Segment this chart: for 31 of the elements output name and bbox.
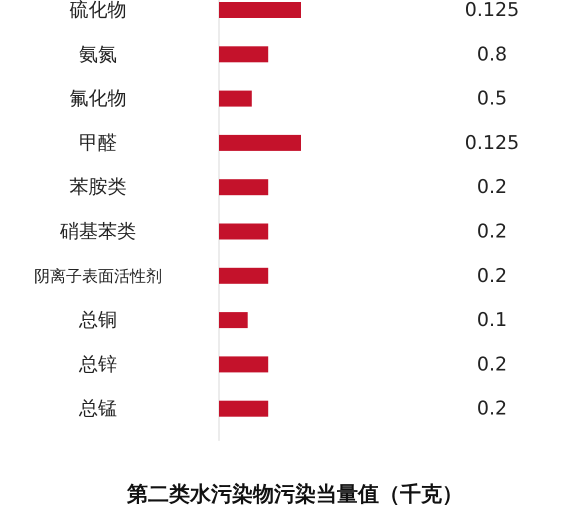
y-tick-label: 硫化物 [70, 0, 126, 21]
text: 0.125 [464, 132, 520, 154]
text: 0.8 [476, 43, 508, 66]
y-tick-label: 总锰 [78, 398, 117, 420]
text: 0.125 [464, 0, 520, 21]
y-tick-label: 总锌 [78, 353, 117, 376]
bar [219, 2, 301, 18]
text: 0.2 [476, 398, 508, 420]
bar [219, 312, 248, 328]
y-tick-label: 苯胺类 [70, 176, 126, 198]
y-tick-label: 氨氮 [79, 43, 117, 66]
bar [219, 134, 301, 151]
bar [219, 90, 252, 107]
bar [219, 179, 268, 196]
y-tick-label: 氟化物 [70, 88, 126, 110]
y-tick-label: 阴离子表面活性剂 [34, 266, 162, 286]
bar [219, 268, 268, 284]
text: 0.2 [476, 353, 508, 376]
bar [219, 46, 268, 62]
text: 0.1 [476, 309, 508, 332]
y-tick-label: 总铜 [78, 309, 117, 332]
y-tick-label: 硝基苯类 [59, 220, 136, 242]
text: 0.2 [476, 220, 508, 242]
text: 0.2 [476, 176, 508, 198]
text: 第二类水污染物污染当量值（千克） [126, 482, 463, 506]
bar [219, 356, 268, 372]
text: 0.5 [476, 88, 508, 110]
bar [219, 400, 268, 417]
bar [219, 224, 268, 240]
text: 0.2 [476, 264, 508, 287]
y-tick-label: 甲醛 [79, 132, 117, 154]
